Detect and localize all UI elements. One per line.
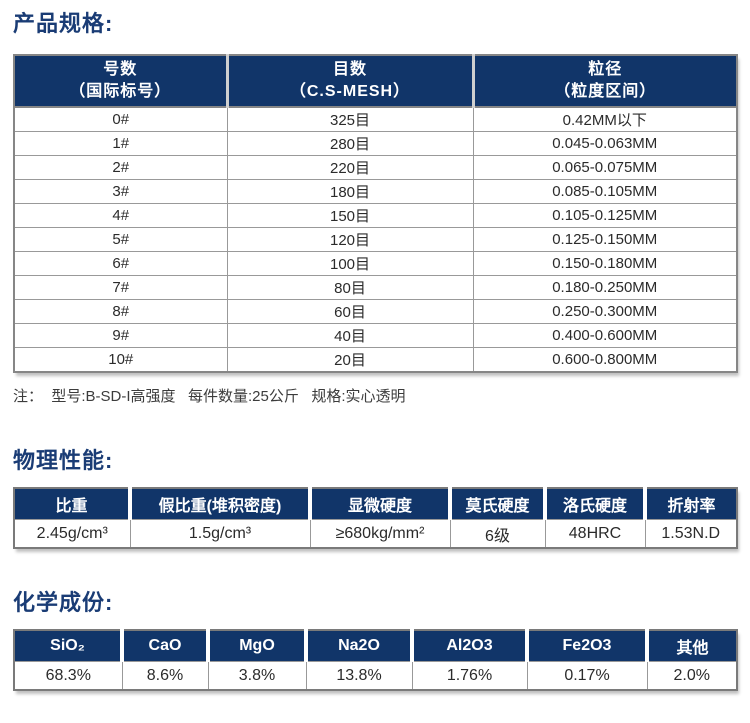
chemical-value-cell: 1.76% [411,661,528,691]
spec-table-cell: 0.065-0.075MM [472,155,738,180]
spec-table-cell: 80目 [226,275,474,300]
spec-table-cell: 6# [13,251,228,276]
spec-table-row: 2# 220目 0.065-0.075MM [13,155,738,180]
spec-table-row: 9# 40目 0.400-0.600MM [13,323,738,348]
spec-table-cell: 4# [13,203,228,228]
physical-header-cell: 显微硬度 [308,488,450,520]
physical-value-cell: 2.45g/cm³ [13,519,131,549]
spec-table-row: 3# 180目 0.085-0.105MM [13,179,738,204]
spec-table-cell: 220目 [226,155,474,180]
spec-table-cell: 0.085-0.105MM [472,179,738,204]
spec-table-row: 7# 80目 0.180-0.250MM [13,275,738,300]
spec-header-row: 号数 （国际标号） 目数 （C.S-MESH） 粒径 （粒度区间） [14,55,737,108]
spec-table-cell: 0.250-0.300MM [472,299,738,324]
chemical-value-cell: 2.0% [646,661,738,691]
chemical-table-body: 68.3% 8.6% 3.8% 13.8% 1.76% 0.17% 2.0% [13,661,738,691]
spec-col-mesh-subtitle: （C.S-MESH） [289,83,411,100]
spec-section-title: 产品规格: [13,11,114,36]
physical-value-cell: 1.5g/cm³ [129,519,311,549]
chemical-composition-table: SiO₂ CaO MgO Na2O Al2O3 Fe2O3 其他 68.3% 8.6% 3.8%… [13,629,738,691]
spec-table-row: 10# 20目 0.600-0.800MM [13,347,738,373]
spec-col-particle-size-subtitle: （粒度区间） [554,83,657,100]
chemical-header-cell: CaO [120,630,208,662]
spec-table-cell: 40目 [226,323,474,348]
spec-col-size-number: 号数 （国际标号） [14,55,227,108]
chemical-table-header: SiO₂ CaO MgO Na2O Al2O3 Fe2O3 其他 [14,630,737,662]
chemical-value-cell: 3.8% [207,661,307,691]
physical-value-row: 2.45g/cm³ 1.5g/cm³ ≥680kg/mm² 6级 48HRC 1.53N.… [13,519,738,549]
physical-value-cell: 6级 [449,519,546,549]
chemical-header-cell: Fe2O3 [525,630,647,662]
spec-table-body: 0# 325目 0.42MM以下 1# 280目 0.045-0.063MM 2# 220目 0… [13,106,738,373]
physical-value-cell: 48HRC [544,519,646,549]
spec-col-mesh-title: 目数 [332,61,367,78]
spec-table-cell: 3# [13,179,228,204]
chemical-value-cell: 13.8% [305,661,413,691]
physical-header-cell: 莫氏硬度 [448,488,545,520]
spec-table-cell: 325目 [226,106,474,132]
chemical-section-title: 化学成份: [13,590,114,615]
spec-table-row: 5# 120目 0.125-0.150MM [13,227,738,252]
chemical-header-cell: 其他 [645,630,737,662]
spec-table-cell: 100目 [226,251,474,276]
spec-table-cell: 180目 [226,179,474,204]
spec-table-header: 号数 （国际标号） 目数 （C.S-MESH） 粒径 （粒度区间） [14,55,737,108]
spec-table-cell: 0.150-0.180MM [472,251,738,276]
spec-table-cell: 0.600-0.800MM [472,347,738,373]
spec-table-cell: 20目 [226,347,474,373]
physical-header-cell: 比重 [14,488,130,520]
spec-table-row: 8# 60目 0.250-0.300MM [13,299,738,324]
product-spec-page: 产品规格: 号数 （国际标号） 目数 （C.S-MESH） 粒径 （粒度区间） … [13,11,738,691]
physical-header-cell: 洛氏硬度 [543,488,645,520]
spec-note: 注： 型号:B-SD-I高强度 每件数量:25公斤 规格:实心透明 [13,388,406,405]
chemical-value-cell: 8.6% [121,661,209,691]
physical-value-cell: 1.53N.D [644,519,738,549]
chemical-value-row: 68.3% 8.6% 3.8% 13.8% 1.76% 0.17% 2.0% [13,661,738,691]
spec-table-cell: 1# [13,131,228,156]
spec-col-particle-size: 粒径 （粒度区间） [471,55,737,108]
spec-table-cell: 150目 [226,203,474,228]
spec-table-cell: 10# [13,347,228,373]
chemical-header-row: SiO₂ CaO MgO Na2O Al2O3 Fe2O3 其他 [14,630,737,662]
chemical-header-cell: Al2O3 [410,630,527,662]
spec-table-cell: 280目 [226,131,474,156]
physical-header-cell: 假比重(堆积密度) [128,488,310,520]
chemical-value-cell: 68.3% [13,661,123,691]
spec-table-cell: 0.42MM以下 [472,106,738,132]
spec-table: 号数 （国际标号） 目数 （C.S-MESH） 粒径 （粒度区间） 0# 325目… [13,54,738,373]
physical-value-cell: ≥680kg/mm² [309,519,451,549]
spec-table-cell: 0# [13,106,228,132]
spec-table-cell: 120目 [226,227,474,252]
physical-section-title: 物理性能: [13,448,114,473]
physical-properties-table: 比重 假比重(堆积密度) 显微硬度 莫氏硬度 洛氏硬度 折射率 2.45g/cm³ 1.5g… [13,487,738,549]
spec-table-cell: 60目 [226,299,474,324]
spec-table-cell: 0.180-0.250MM [472,275,738,300]
spec-table-row: 1# 280目 0.045-0.063MM [13,131,738,156]
physical-header-row: 比重 假比重(堆积密度) 显微硬度 莫氏硬度 洛氏硬度 折射率 [14,488,737,520]
chemical-header-cell: Na2O [304,630,412,662]
spec-table-cell: 7# [13,275,228,300]
physical-table-header: 比重 假比重(堆积密度) 显微硬度 莫氏硬度 洛氏硬度 折射率 [14,488,737,520]
physical-table-body: 2.45g/cm³ 1.5g/cm³ ≥680kg/mm² 6级 48HRC 1.53N.… [13,519,738,549]
spec-col-size-number-subtitle: （国际标号） [69,83,172,100]
spec-table-cell: 5# [13,227,228,252]
spec-table-cell: 0.105-0.125MM [472,203,738,228]
spec-table-cell: 0.125-0.150MM [472,227,738,252]
spec-col-size-number-title: 号数 [103,61,138,78]
chemical-header-cell: MgO [206,630,306,662]
spec-table-row: 4# 150目 0.105-0.125MM [13,203,738,228]
spec-table-row: 6# 100目 0.150-0.180MM [13,251,738,276]
spec-table-cell: 0.400-0.600MM [472,323,738,348]
spec-col-particle-size-title: 粒径 [588,61,623,78]
spec-table-cell: 2# [13,155,228,180]
spec-table-cell: 9# [13,323,228,348]
chemical-header-cell: SiO₂ [14,630,122,662]
spec-col-mesh: 目数 （C.S-MESH） [225,55,473,108]
physical-header-cell: 折射率 [643,488,737,520]
chemical-value-cell: 0.17% [526,661,648,691]
spec-table-cell: 0.045-0.063MM [472,131,738,156]
spec-table-cell: 8# [13,299,228,324]
spec-table-row: 0# 325目 0.42MM以下 [13,106,738,132]
